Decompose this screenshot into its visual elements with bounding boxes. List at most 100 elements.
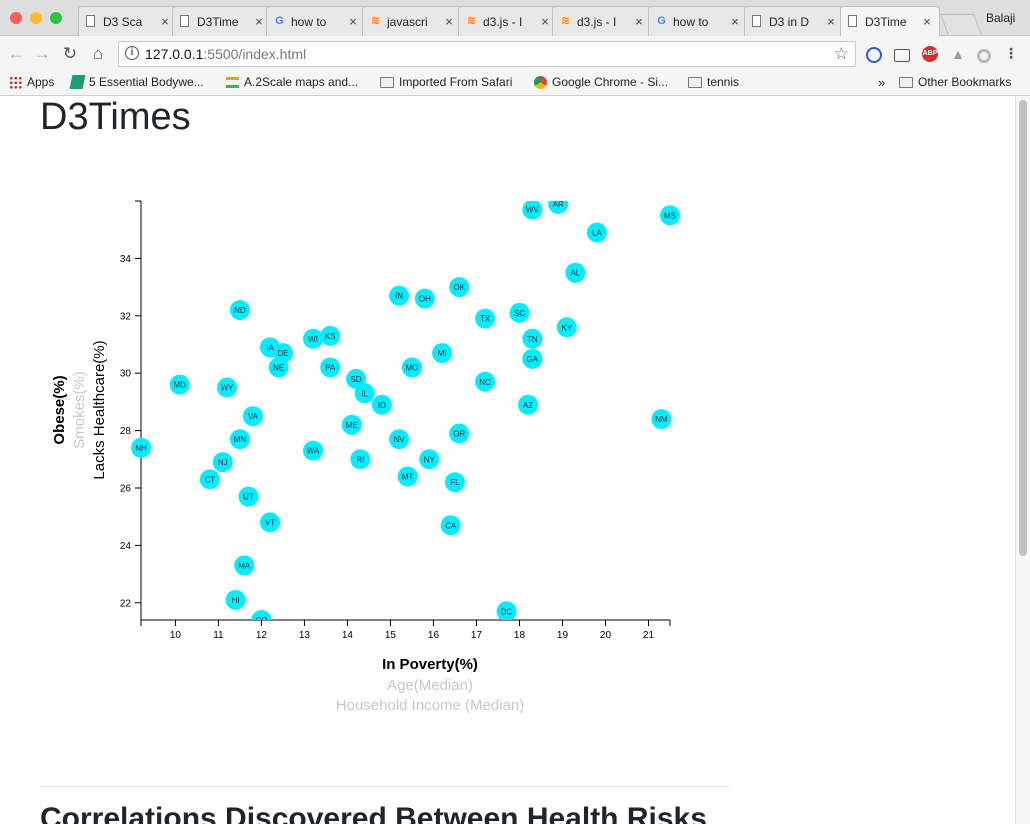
address-bar[interactable]: i 127.0.0.1:5500/index.html ☆ — [118, 41, 856, 67]
bookmark-folder-tennis[interactable]: tennis — [688, 75, 739, 89]
state-point-wa[interactable] — [303, 440, 324, 461]
info-icon[interactable]: i — [125, 46, 139, 60]
forward-arrow-icon[interactable]: → — [33, 44, 51, 63]
browser-tab[interactable]: ≋ javascri × — [362, 6, 462, 36]
bookmarks-overflow-chevron-icon[interactable]: » — [878, 75, 886, 90]
state-point-ms[interactable] — [660, 205, 680, 226]
close-window-button[interactable] — [10, 12, 22, 24]
state-point-in[interactable] — [389, 285, 410, 306]
close-tab-icon[interactable]: × — [349, 14, 357, 29]
browser-tab[interactable]: D3Time × — [172, 6, 272, 36]
minimize-window-button[interactable] — [30, 12, 42, 24]
state-point-nh[interactable] — [131, 437, 151, 458]
state-point-nv[interactable] — [389, 429, 410, 450]
reload-icon[interactable]: ↻ — [62, 44, 78, 63]
back-arrow-icon[interactable]: ← — [7, 44, 25, 63]
state-point-or[interactable] — [449, 423, 470, 444]
state-point-ri[interactable] — [350, 449, 371, 470]
maximize-window-button[interactable] — [50, 12, 62, 24]
state-point-wv[interactable] — [522, 200, 543, 220]
close-tab-icon[interactable]: × — [635, 14, 643, 29]
state-point-ut[interactable] — [238, 486, 259, 507]
state-point-il[interactable] — [354, 383, 375, 404]
state-point-ny[interactable] — [419, 449, 440, 470]
state-point-fl[interactable] — [444, 472, 465, 493]
y-axis-label[interactable]: Smokes(%) — [71, 371, 88, 449]
close-tab-icon[interactable]: × — [827, 14, 835, 29]
extension-circle-icon[interactable] — [977, 49, 991, 63]
state-point-dc[interactable] — [496, 601, 517, 621]
state-point-nd[interactable] — [229, 300, 250, 321]
block-extension-icon[interactable] — [866, 47, 882, 63]
url-text[interactable]: 127.0.0.1:5500/index.html — [145, 46, 306, 62]
adblock-icon[interactable]: ABP — [922, 46, 938, 62]
state-point-va[interactable] — [242, 406, 263, 427]
state-point-tn[interactable] — [522, 328, 543, 349]
state-point-mn[interactable] — [229, 429, 250, 450]
state-point-ne[interactable] — [268, 357, 289, 378]
y-axis-label[interactable]: Lacks Healthcare(%) — [91, 340, 108, 479]
bookmark-apps[interactable]: Apps — [9, 75, 54, 89]
browser-tab[interactable]: D3 in D × — [744, 6, 844, 36]
state-point-wy[interactable] — [217, 377, 238, 398]
drive-icon[interactable]: ▲ — [951, 46, 965, 62]
browser-tab[interactable]: D3 Sca × — [78, 6, 178, 36]
state-point-mt[interactable] — [397, 466, 418, 487]
state-point-nj[interactable] — [212, 452, 233, 473]
state-point-ar[interactable] — [548, 194, 569, 214]
home-icon[interactable]: ⌂ — [92, 44, 104, 63]
state-point-pa[interactable] — [320, 357, 341, 378]
bookmark-star-icon[interactable]: ☆ — [833, 44, 849, 63]
bookmark-other-bookmarks[interactable]: Other Bookmarks — [899, 75, 1011, 89]
page-scrollbar[interactable] — [1015, 96, 1030, 824]
state-point-vt[interactable] — [260, 512, 281, 533]
y-axis-label[interactable]: Obese(%) — [51, 375, 68, 444]
state-point-ky[interactable] — [556, 317, 577, 338]
state-point-nm[interactable] — [651, 409, 672, 430]
bookmark-chrome[interactable]: Google Chrome - Si... — [534, 75, 668, 89]
browser-tab[interactable]: D3Time × — [840, 6, 940, 36]
state-point-tx[interactable] — [475, 308, 496, 329]
state-point-ct[interactable] — [199, 469, 220, 490]
state-point-ma[interactable] — [234, 555, 255, 576]
bookmark-bodyweight[interactable]: 5 Essential Bodywe... — [69, 75, 204, 89]
state-point-co[interactable] — [251, 610, 272, 630]
new-tab-button[interactable] — [940, 14, 982, 35]
state-point-sd[interactable] — [346, 368, 367, 389]
close-tab-icon[interactable]: × — [255, 14, 263, 29]
scrollbar-thumb[interactable] — [1019, 100, 1027, 556]
close-tab-icon[interactable]: × — [445, 14, 453, 29]
state-point-ca[interactable] — [440, 515, 461, 536]
close-tab-icon[interactable]: × — [923, 14, 931, 29]
state-point-ok[interactable] — [449, 277, 470, 298]
close-tab-icon[interactable]: × — [731, 14, 739, 29]
bookmark-scale-maps[interactable]: A.2Scale maps and... — [226, 75, 358, 89]
state-point-id[interactable] — [371, 394, 392, 415]
state-point-al[interactable] — [565, 262, 586, 283]
browser-tab[interactable]: ≋ d3.js - I × — [458, 6, 558, 36]
state-point-az[interactable] — [518, 394, 539, 415]
bookmark-folder-safari[interactable]: Imported From Safari — [380, 75, 512, 89]
state-point-hi[interactable] — [225, 589, 246, 610]
x-axis-label[interactable]: Household Income (Median) — [336, 697, 524, 714]
x-axis-label[interactable]: In Poverty(%) — [382, 656, 478, 673]
state-point-ga[interactable] — [522, 348, 543, 369]
cast-icon[interactable] — [894, 49, 910, 62]
state-point-wi[interactable] — [303, 328, 324, 349]
state-point-mo[interactable] — [401, 357, 422, 378]
state-point-me[interactable] — [341, 414, 362, 435]
state-point-ks[interactable] — [320, 325, 341, 346]
state-point-md[interactable] — [169, 374, 190, 395]
menu-dots-icon[interactable]: ⋮ — [1004, 45, 1018, 61]
state-point-la[interactable] — [586, 222, 607, 243]
state-point-oh[interactable] — [414, 288, 435, 309]
x-axis-label[interactable]: Age(Median) — [387, 677, 473, 694]
close-tab-icon[interactable]: × — [161, 14, 169, 29]
state-point-nc[interactable] — [475, 371, 496, 392]
profile-name[interactable]: Balaji — [986, 11, 1016, 25]
browser-tab[interactable]: ≋ d3.js - I × — [552, 6, 652, 36]
state-point-mi[interactable] — [432, 343, 453, 364]
state-point-sc[interactable] — [509, 302, 530, 323]
